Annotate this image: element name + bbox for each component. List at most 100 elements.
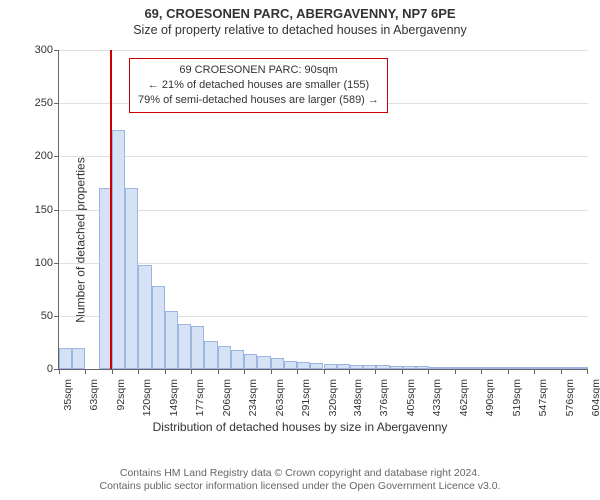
xtick-mark [349, 369, 350, 374]
histogram-bar [390, 366, 403, 369]
histogram-bar [138, 265, 151, 369]
info-line-3: 79% of semi-detached houses are larger (… [138, 93, 379, 108]
xtick-label: 149sqm [168, 375, 180, 416]
xtick-mark [218, 369, 219, 374]
xtick-mark [402, 369, 403, 374]
xtick-label: 35sqm [62, 375, 74, 411]
caption-line-1: Contains HM Land Registry data © Crown c… [0, 467, 600, 481]
gridline [59, 156, 588, 157]
histogram-bar [469, 367, 482, 369]
plot-area: 69 CROESONEN PARC: 90sqm ← 21% of detach… [58, 50, 588, 370]
xtick-label: 376sqm [378, 375, 390, 416]
histogram-bar [363, 365, 376, 369]
histogram-bar [59, 348, 72, 369]
histogram-bar [204, 341, 217, 369]
histogram-bar [271, 358, 284, 369]
info-line-1: 69 CROESONEN PARC: 90sqm [138, 63, 379, 78]
xtick-label: 433sqm [431, 375, 443, 416]
histogram-bar [324, 364, 337, 369]
xtick-mark [191, 369, 192, 374]
histogram-bar [416, 366, 429, 369]
xtick-mark [508, 369, 509, 374]
xtick-label: 291sqm [300, 375, 312, 416]
chart-container: Number of detached properties 69 CROESON… [0, 40, 600, 440]
xtick-mark [375, 369, 376, 374]
gridline [59, 50, 588, 51]
histogram-bar [429, 367, 442, 369]
histogram-bar [165, 311, 178, 369]
histogram-bar [297, 362, 310, 369]
xtick-mark [534, 369, 535, 374]
ytick-label: 300 [35, 44, 59, 56]
histogram-bar [231, 350, 244, 369]
histogram-bar [72, 348, 85, 369]
ytick-label: 150 [35, 204, 59, 216]
histogram-bar [443, 367, 456, 369]
histogram-bar [218, 346, 231, 369]
xtick-mark [297, 369, 298, 374]
histogram-bar [535, 367, 548, 369]
xtick-label: 519sqm [511, 375, 523, 416]
xtick-label: 63sqm [88, 375, 100, 411]
xtick-mark [244, 369, 245, 374]
histogram-bar [257, 356, 270, 369]
ytick-label: 250 [35, 97, 59, 109]
address-line: 69, CROESONEN PARC, ABERGAVENNY, NP7 6PE [0, 0, 600, 21]
histogram-bar [456, 367, 469, 369]
ytick-label: 0 [47, 363, 59, 375]
x-axis-label: Distribution of detached houses by size … [0, 420, 600, 434]
xtick-mark [455, 369, 456, 374]
histogram-bar [152, 286, 165, 369]
histogram-bar [125, 188, 138, 369]
histogram-bar [509, 367, 522, 369]
xtick-label: 547sqm [537, 375, 549, 416]
xtick-label: 462sqm [458, 375, 470, 416]
xtick-mark [587, 369, 588, 374]
property-marker-line [110, 50, 112, 369]
xtick-mark [59, 369, 60, 374]
xtick-label: 405sqm [405, 375, 417, 416]
caption-line-2: Contains public sector information licen… [0, 480, 600, 494]
xtick-mark [138, 369, 139, 374]
xtick-mark [112, 369, 113, 374]
histogram-bar [548, 367, 561, 369]
xtick-label: 320sqm [327, 375, 339, 416]
xtick-label: 92sqm [115, 375, 127, 411]
histogram-bar [191, 326, 204, 369]
histogram-bar [562, 367, 575, 369]
xtick-label: 234sqm [247, 375, 259, 416]
xtick-mark [85, 369, 86, 374]
histogram-bar [112, 130, 125, 369]
page-root: 69, CROESONEN PARC, ABERGAVENNY, NP7 6PE… [0, 0, 600, 500]
histogram-bar [178, 324, 191, 369]
info-line-2: ← 21% of detached houses are smaller (15… [138, 78, 379, 93]
subtitle-line: Size of property relative to detached ho… [0, 21, 600, 37]
caption: Contains HM Land Registry data © Crown c… [0, 467, 600, 494]
gridline [59, 210, 588, 211]
ytick-label: 100 [35, 257, 59, 269]
xtick-mark [324, 369, 325, 374]
histogram-bar [575, 367, 588, 369]
xtick-mark [481, 369, 482, 374]
histogram-bar [310, 363, 323, 369]
histogram-bar [337, 364, 350, 369]
histogram-bar [284, 361, 297, 370]
xtick-label: 206sqm [221, 375, 233, 416]
xtick-label: 348sqm [352, 375, 364, 416]
xtick-mark [428, 369, 429, 374]
gridline [59, 263, 588, 264]
histogram-bar [495, 367, 508, 369]
xtick-label: 576sqm [564, 375, 576, 416]
histogram-bar [482, 367, 495, 369]
xtick-label: 263sqm [274, 375, 286, 416]
xtick-label: 120sqm [141, 375, 153, 416]
info-box: 69 CROESONEN PARC: 90sqm ← 21% of detach… [129, 58, 388, 113]
ytick-label: 50 [41, 310, 59, 322]
xtick-label: 604sqm [590, 375, 600, 416]
histogram-bar [403, 366, 416, 369]
histogram-bar [522, 367, 535, 369]
xtick-mark [165, 369, 166, 374]
xtick-label: 177sqm [194, 375, 206, 416]
histogram-bar [244, 354, 257, 369]
ytick-label: 200 [35, 150, 59, 162]
